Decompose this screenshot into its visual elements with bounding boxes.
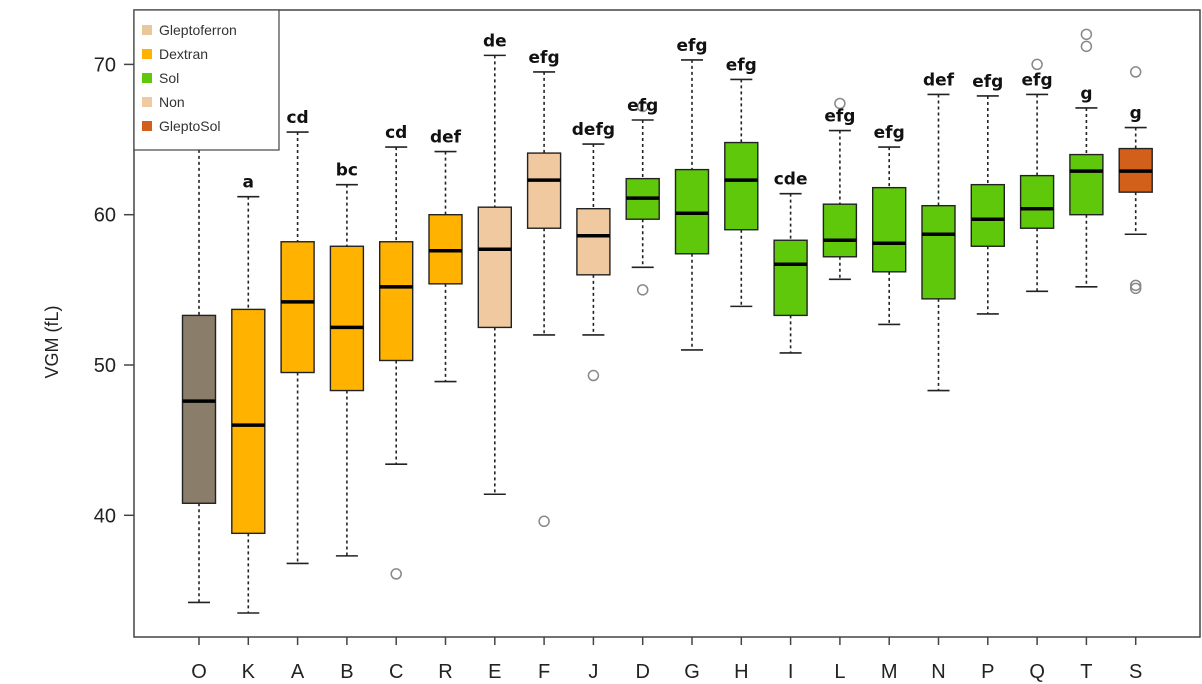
box-N (921, 204, 956, 300)
group-letter-label: efg (874, 123, 905, 143)
box-M (872, 186, 907, 273)
x-tick-label: O (191, 661, 207, 683)
box-I (773, 239, 808, 317)
group-letter-label: cde (774, 170, 808, 190)
outlier-point (1129, 66, 1142, 78)
legend-swatch (142, 49, 152, 59)
box-H (724, 141, 759, 231)
x-tick-label: S (1129, 661, 1142, 683)
legend-swatch (142, 25, 152, 35)
x-tick-label: Q (1029, 661, 1045, 683)
box-J (576, 207, 611, 276)
x-tick-label: T (1080, 661, 1092, 683)
group-letter-label: def (923, 70, 955, 90)
legend-label: Sol (159, 70, 179, 86)
group-letter-label: efg (1022, 70, 1053, 90)
outlier-point (834, 97, 846, 110)
group-letter-label: g (1080, 84, 1092, 104)
x-tick-label: H (734, 661, 748, 683)
box-L (822, 203, 858, 258)
y-tick-label: 70 (94, 54, 116, 76)
box-A (280, 241, 315, 374)
group-letter-label: def (430, 128, 462, 148)
group-letter-label: efg (972, 72, 1003, 92)
outlier-point (636, 100, 649, 113)
x-tick-label: P (981, 661, 994, 683)
box-F (526, 152, 562, 229)
legend-label: Non (159, 94, 185, 110)
legend-label: GleptoSol (159, 118, 220, 134)
x-tick-label: G (684, 661, 700, 683)
x-tick-label: R (438, 661, 452, 683)
x-tick-label: I (788, 661, 794, 683)
x-tick-label: F (538, 661, 550, 683)
box-Q (1019, 174, 1055, 229)
y-axis-label: VGM (fL) (42, 305, 62, 378)
legend-swatch (142, 121, 152, 131)
x-tick-label: L (834, 661, 845, 683)
y-tick-label: 40 (94, 505, 116, 527)
plot-area: 40506070OabKaAcdBbcCcdRdefEdeFefgJdefgDe… (94, 9, 1201, 683)
outlier-point (1080, 40, 1093, 53)
outlier-point (538, 515, 550, 528)
group-letter-label: a (243, 173, 254, 193)
outlier-point (1080, 28, 1093, 41)
group-letter-label: defg (572, 120, 615, 140)
box-P (970, 183, 1005, 247)
outlier-point (587, 369, 600, 382)
group-letter-label: efg (726, 55, 757, 75)
legend-label: Dextran (159, 46, 208, 62)
outlier-point (1129, 279, 1142, 292)
group-letter-label: g (1130, 104, 1142, 124)
group-letter-label: bc (336, 161, 358, 181)
box-O (181, 314, 217, 504)
group-letter-label: de (483, 31, 507, 51)
group-letter-label: cd (286, 108, 308, 128)
outlier-point (390, 568, 402, 580)
box-K (231, 308, 266, 535)
x-tick-label: D (635, 661, 649, 683)
group-letter-label: efg (627, 96, 658, 116)
x-tick-label: K (242, 661, 256, 683)
box-B (329, 245, 365, 392)
group-letter-label: efg (676, 36, 707, 56)
x-tick-label: B (340, 661, 353, 683)
group-letter-label: efg (824, 107, 855, 127)
legend-label: Gleptoferron (159, 22, 237, 38)
x-tick-label: M (881, 661, 898, 683)
legend-swatch (142, 73, 152, 83)
legend-box (133, 9, 280, 151)
group-letter-label: efg (529, 48, 560, 68)
x-tick-label: C (389, 661, 403, 683)
box-C (379, 241, 414, 362)
outlier-point (636, 284, 649, 296)
x-tick-label: E (488, 661, 501, 683)
box-T (1069, 153, 1104, 216)
outlier-point (1031, 58, 1043, 71)
x-tick-label: J (588, 661, 598, 683)
legend-swatch (142, 97, 152, 107)
x-tick-label: N (931, 661, 945, 683)
box-E (477, 206, 512, 329)
plot-frame (133, 9, 1201, 638)
x-tick-label: A (291, 661, 305, 683)
outlier-point (1129, 282, 1142, 295)
group-letter-label: cd (385, 123, 407, 143)
y-tick-label: 50 (94, 355, 116, 377)
y-tick-label: 60 (94, 205, 116, 227)
